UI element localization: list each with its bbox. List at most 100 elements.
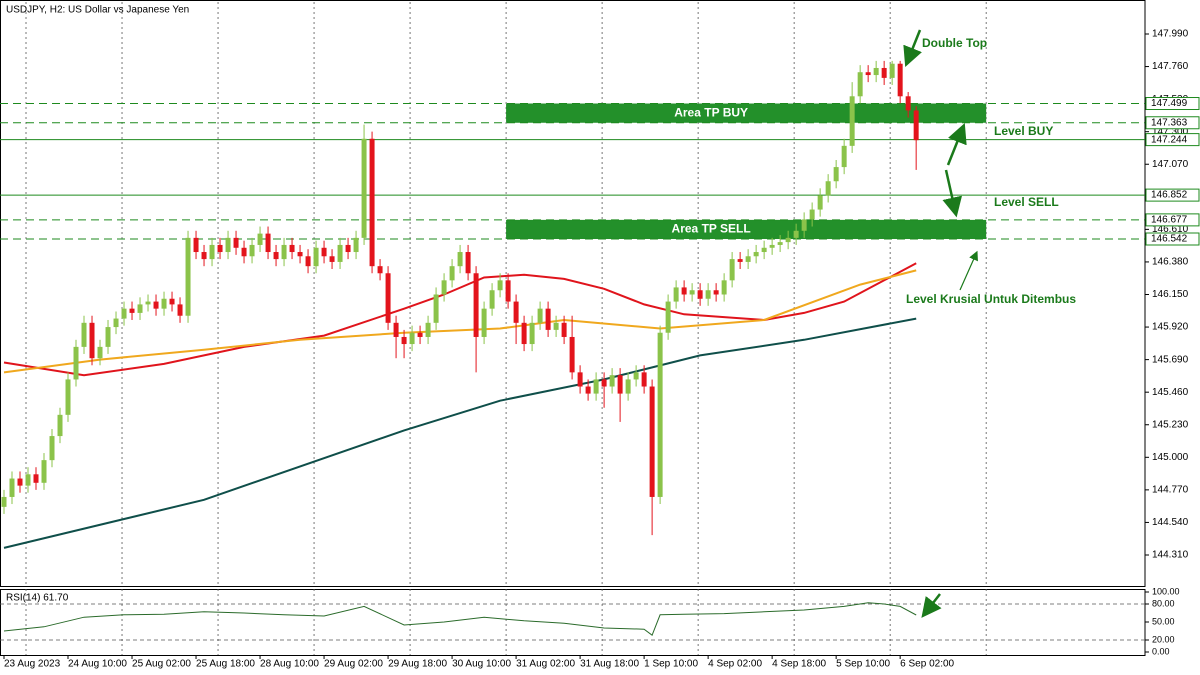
y-tick-label: 147.070 [1152,159,1189,170]
candle-body [9,478,15,497]
candle-body [857,72,863,97]
candle-body [129,308,135,313]
candle-body [369,138,375,267]
candle-body [409,332,415,345]
arrow [921,593,942,618]
arrow [903,29,922,67]
y-tick-label: 146.380 [1152,257,1189,268]
arrow [946,123,967,166]
candle-body [329,256,335,262]
candle-body [201,252,207,260]
candle-body [41,460,47,483]
x-tick-label: 24 Aug 10:00 [68,659,127,670]
moving-average [3,317,917,549]
candle-body [761,247,767,253]
candle-body [689,290,695,295]
candle-body [577,372,583,387]
candle-body [65,379,71,415]
candle-body [833,167,839,182]
rsi-title: RSI(14) 61.70 [6,593,69,604]
candle-body [889,63,895,78]
candle-body [81,322,87,347]
candle-body [785,237,791,243]
arrow [942,169,963,218]
price-tag-label: 147.363 [1151,117,1188,128]
candle-body [657,332,663,497]
candle-body [697,290,703,299]
candle-body [249,244,255,257]
candle-body [297,252,303,257]
candle-body [361,138,367,238]
candle-body [161,298,167,309]
candle-body [721,280,727,295]
candle-body [105,327,111,347]
y-tick-label: 145.000 [1152,452,1189,463]
x-tick-label: 23 Aug 2023 [4,659,61,670]
candle-body [393,322,399,337]
candle-body [137,304,143,313]
x-tick-label: 6 Sep 02:00 [900,659,954,670]
moving-average [3,262,917,377]
y-tick-label: 145.460 [1152,387,1189,398]
y-tick-label: 145.920 [1152,322,1189,333]
candle-body [241,247,247,257]
candle-body [745,256,751,262]
candle-body [473,273,479,337]
zone [506,103,987,123]
candle-body [841,145,847,168]
candle-body [913,110,919,141]
candle-body [281,244,287,260]
price-tag-label: 147.499 [1151,98,1188,109]
candle-body [625,379,631,394]
y-tick-label: 0.00 [1152,646,1170,656]
candle-body [609,375,615,387]
y-tick-label: 50.00 [1152,616,1175,626]
y-tick-label: 146.610 [1152,224,1189,235]
candle-body [25,474,31,486]
candle-body [561,322,567,337]
candle-body [617,375,623,394]
y-tick-label: 144.770 [1152,485,1189,496]
candle-body [305,256,311,267]
candle-body [481,308,487,337]
candle-body [89,322,95,359]
candle-body [705,290,711,299]
candle-body [145,301,151,305]
candle-body [49,436,55,461]
candle-body [713,290,719,295]
candle-body [193,237,199,253]
annotation: Level Krusial Untuk Ditembus [906,292,1076,306]
candle-body [521,322,527,345]
annotation: Level BUY [994,124,1053,138]
candle-body [169,298,175,305]
candle-body [185,237,191,316]
x-tick-label: 30 Aug 10:00 [452,659,511,670]
candle-body [97,346,103,359]
y-tick-label: 80.00 [1152,598,1175,608]
candle-body [121,308,127,319]
y-tick-label: 144.310 [1152,550,1189,561]
zone-label: Area TP BUY [674,105,748,119]
x-tick-label: 29 Aug 18:00 [388,659,447,670]
candle-body [681,287,687,295]
x-tick-label: 31 Aug 02:00 [516,659,575,670]
rsi-frame [0,589,1146,656]
candle-body [569,336,575,373]
x-tick-label: 4 Sep 18:00 [772,659,826,670]
data-layer: Area TP BUY Area TP SELL [0,60,1145,636]
candle-body [417,332,423,337]
candle-body [273,252,279,260]
candle-body [649,386,655,497]
candle-body [545,308,551,330]
candle-body [265,233,271,253]
candle-body [465,252,471,274]
candle-body [641,372,647,387]
candle-body [321,247,327,257]
candle-body [793,230,799,238]
candle-body [441,280,447,295]
price-tag-label: 146.542 [1151,234,1188,245]
x-tick-label: 4 Sep 02:00 [708,659,762,670]
candle-body [505,280,511,302]
candle-body [513,301,519,323]
candle-body [377,266,383,274]
